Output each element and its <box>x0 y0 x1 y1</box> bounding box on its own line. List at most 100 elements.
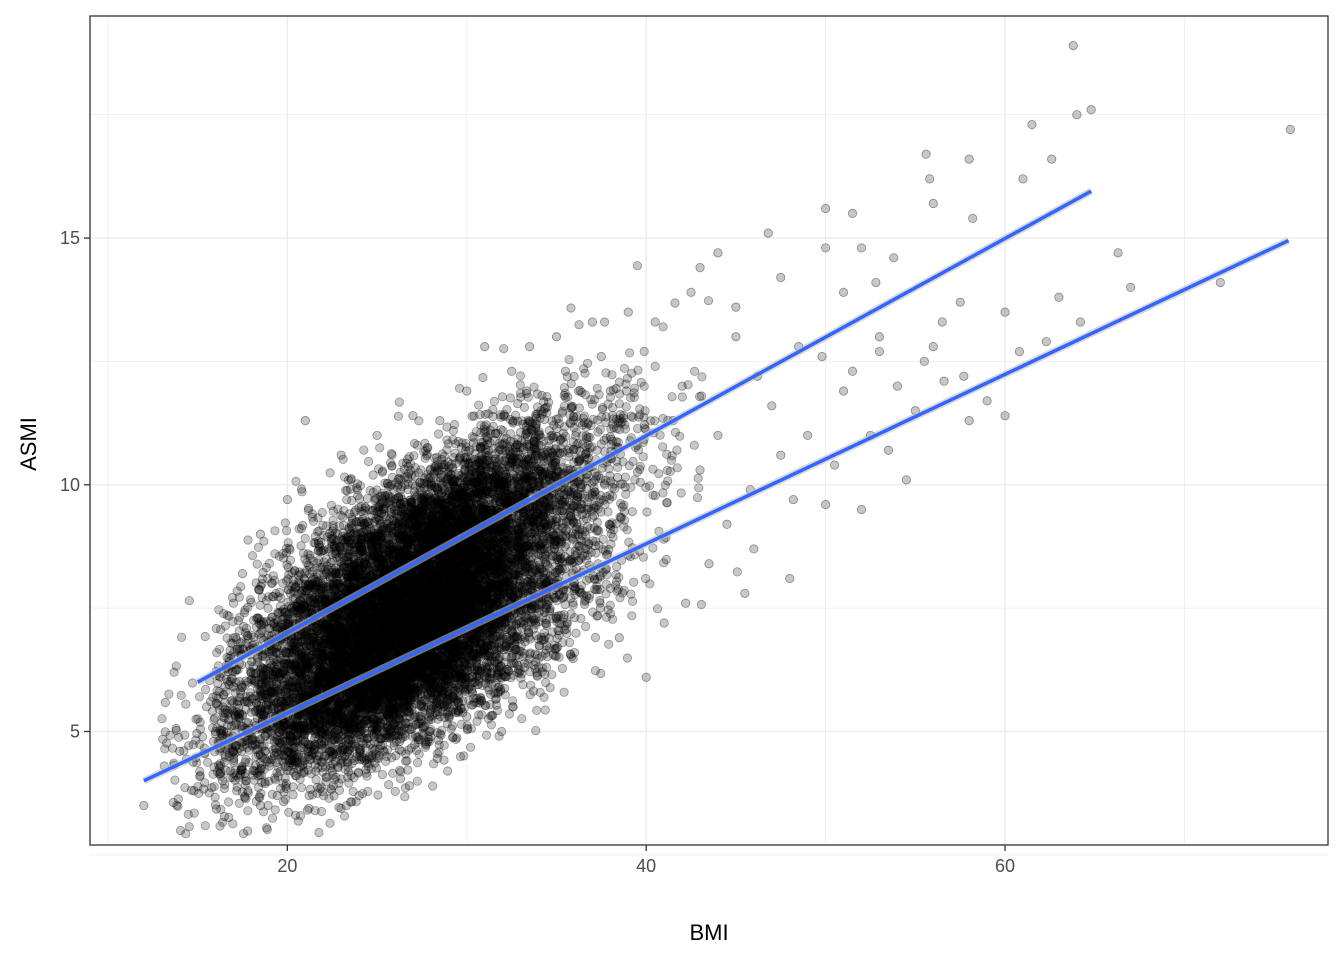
scatter-point <box>360 645 371 655</box>
scatter-point <box>438 524 448 534</box>
scatter-point <box>457 485 467 495</box>
scatter-point <box>316 664 326 674</box>
scatter-point <box>344 557 354 567</box>
scatter-point <box>524 515 535 525</box>
scatter-point <box>658 322 668 332</box>
scatter-point <box>433 500 443 510</box>
scatter-point <box>407 621 417 631</box>
scatter-point <box>350 571 360 581</box>
scatter-point <box>470 585 480 595</box>
scatter-point <box>484 541 494 551</box>
scatter-point <box>575 504 585 514</box>
scatter-point <box>378 640 388 650</box>
scatter-point <box>414 503 425 513</box>
scatter-point <box>350 713 360 723</box>
scatter-point <box>667 392 677 402</box>
scatter-point <box>565 418 575 428</box>
scatter-point <box>463 467 473 477</box>
scatter-point <box>344 645 354 656</box>
scatter-point <box>412 527 422 537</box>
scatter-point <box>440 552 450 562</box>
scatter-point <box>520 554 531 564</box>
scatter-point <box>349 555 359 565</box>
scatter-point <box>472 477 482 487</box>
scatter-point <box>503 461 513 471</box>
scatter-point <box>597 412 607 422</box>
scatter-point <box>317 507 327 518</box>
scatter-point <box>212 648 222 658</box>
scatter-point <box>452 544 462 555</box>
scatter-point <box>448 524 458 534</box>
scatter-point <box>460 482 471 492</box>
scatter-point <box>338 651 349 662</box>
scatter-point <box>308 516 318 526</box>
scatter-point <box>461 442 471 452</box>
scatter-point <box>499 343 509 354</box>
scatter-point <box>331 591 341 601</box>
scatter-point <box>284 601 294 612</box>
scatter-point <box>394 615 405 625</box>
scatter-point <box>387 461 397 471</box>
scatter-point <box>396 622 407 633</box>
scatter-point <box>526 539 536 550</box>
scatter-point <box>274 587 285 598</box>
scatter-point <box>519 486 529 496</box>
scatter-point <box>404 512 414 523</box>
scatter-point <box>590 468 600 478</box>
scatter-point <box>480 486 490 497</box>
scatter-point <box>529 461 540 471</box>
scatter-point <box>313 536 323 546</box>
scatter-point <box>425 533 436 543</box>
scatter-point <box>534 426 544 437</box>
scatter-point <box>325 584 335 594</box>
scatter-point <box>326 631 336 641</box>
scatter-point <box>359 518 369 529</box>
scatter-point <box>330 613 340 623</box>
scatter-point <box>621 489 631 499</box>
scatter-point <box>595 424 605 434</box>
scatter-point <box>345 528 356 538</box>
scatter-point <box>517 416 527 426</box>
scatter-point <box>396 577 406 587</box>
scatter-point <box>457 548 468 558</box>
scatter-point <box>263 603 273 613</box>
scatter-point <box>473 592 484 602</box>
scatter-point <box>626 482 636 492</box>
scatter-point <box>298 718 308 728</box>
scatter-point <box>407 580 417 590</box>
scatter-point <box>418 529 428 540</box>
scatter-point <box>621 379 631 389</box>
scatter-point <box>430 609 440 619</box>
scatter-point <box>423 618 433 629</box>
scatter-point <box>635 464 645 474</box>
scatter-point <box>526 483 536 493</box>
scatter-point <box>254 585 264 595</box>
scatter-point <box>314 587 324 597</box>
scatter-point <box>409 517 419 527</box>
scatter-point <box>446 568 457 579</box>
scatter-point <box>427 594 438 604</box>
scatter-point <box>298 585 309 596</box>
scatter-point <box>367 563 378 573</box>
scatter-point <box>294 653 304 663</box>
scatter-point <box>370 561 380 571</box>
scatter-point <box>422 535 432 545</box>
scatter-point <box>391 518 401 528</box>
scatter-point <box>504 462 515 472</box>
scatter-point <box>351 605 361 615</box>
scatter-point <box>539 497 549 507</box>
scatter-point <box>409 608 419 619</box>
scatter-point <box>515 380 525 390</box>
scatter-point <box>437 498 448 508</box>
scatter-point <box>414 504 424 514</box>
scatter-point <box>309 656 319 667</box>
scatter-point <box>445 577 455 588</box>
scatter-point <box>477 442 487 452</box>
scatter-point <box>413 519 423 530</box>
scatter-point <box>382 607 392 618</box>
scatter-point <box>453 509 463 519</box>
scatter-point <box>386 598 396 608</box>
scatter-point <box>455 608 465 619</box>
scatter-point <box>508 454 519 464</box>
scatter-point <box>447 599 458 609</box>
